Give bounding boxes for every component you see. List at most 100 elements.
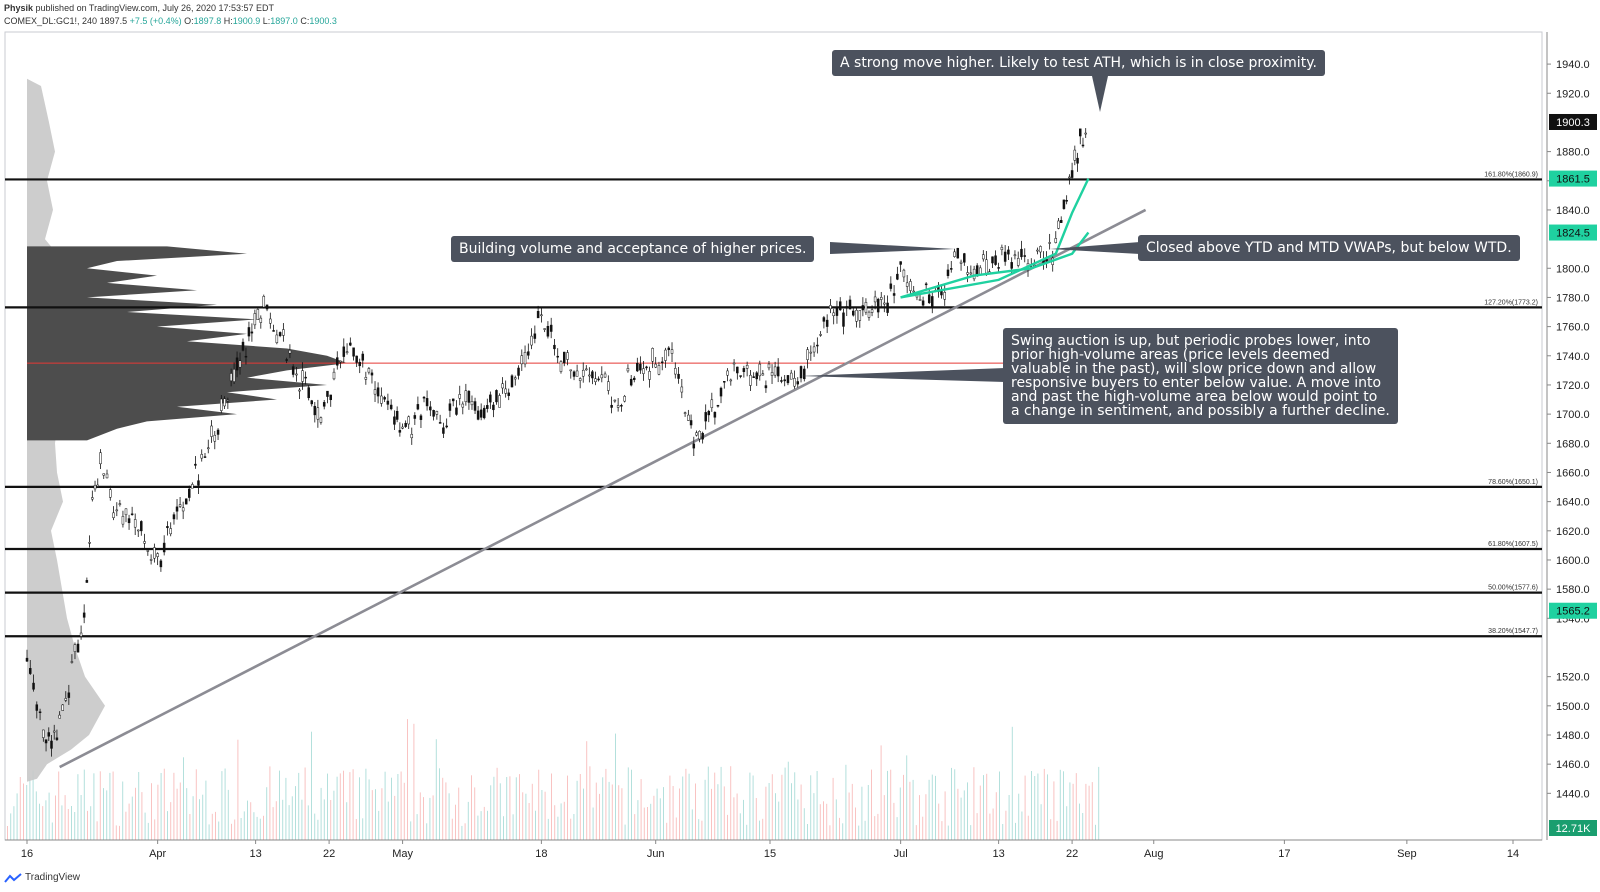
volume-bar [736, 793, 738, 840]
volume-bar [93, 773, 95, 840]
candle-body [867, 311, 871, 318]
volume-bar [503, 816, 504, 840]
volume-bar [480, 811, 482, 840]
candle-body [395, 410, 399, 420]
volume-bar [832, 777, 834, 840]
candle-body [664, 349, 667, 361]
volume-bar [928, 779, 930, 840]
candle-body [262, 296, 266, 308]
candle-body [838, 301, 842, 311]
candle-body [373, 389, 377, 395]
ohlc-low: 1897.0 [270, 16, 298, 26]
candle-body [645, 366, 648, 369]
volume-bar [416, 814, 418, 840]
volume-bar [759, 820, 760, 840]
y-tick-label: 1520.0 [1556, 672, 1590, 684]
candle-body [42, 729, 45, 738]
candle-body [698, 431, 701, 440]
volume-bar [986, 773, 988, 840]
volume-bar [563, 801, 565, 840]
volume-bar [496, 767, 498, 840]
volume-bar [29, 777, 31, 840]
candle-body [342, 346, 346, 357]
volume-bar [42, 806, 44, 840]
candle-body [530, 335, 533, 346]
candle-body [667, 347, 671, 351]
candle-body [82, 612, 86, 618]
y-tick-label: 1580.0 [1556, 584, 1590, 596]
candle-body [578, 378, 582, 381]
candle-body [670, 349, 674, 354]
y-tick-label: 1680.0 [1556, 438, 1590, 450]
volume-bar [1002, 824, 1004, 840]
candle-body [704, 412, 707, 422]
candle-body [1057, 220, 1060, 229]
volume-bar [983, 775, 984, 840]
footer-brand[interactable]: TradingView [4, 872, 80, 883]
y-tick-label: 1840.0 [1556, 205, 1590, 217]
volume-bar [205, 780, 207, 840]
candle-body [761, 373, 765, 376]
volume-bar [509, 776, 511, 840]
candle-body [889, 283, 893, 289]
candle-body [285, 359, 288, 361]
last-price-label [1549, 113, 1597, 130]
candle-body [467, 391, 471, 403]
volume-bar [215, 811, 216, 840]
candle-body [232, 369, 236, 382]
price-label-text: 1861.5 [1556, 174, 1590, 186]
volume-bar [813, 793, 815, 840]
volume-bar [531, 783, 533, 840]
volume-bar [807, 824, 808, 840]
volume-bar [477, 815, 479, 840]
volume-bar [183, 757, 184, 840]
candle-body [613, 399, 617, 402]
candle-body [786, 375, 790, 384]
candle-body [442, 427, 445, 434]
volume-bar [397, 774, 399, 840]
candle-body [864, 302, 868, 313]
candle-body [549, 324, 553, 332]
volume-bar [605, 768, 607, 840]
candle-body [873, 296, 877, 303]
profile-value-area [27, 246, 347, 441]
candle-body [389, 404, 393, 410]
volume-bar [1095, 824, 1096, 840]
candle-body [1003, 251, 1007, 262]
volume-bar [1098, 766, 1100, 840]
volume-bar [938, 803, 940, 840]
volume-bar [643, 807, 645, 840]
candle-body [413, 415, 417, 419]
candle-body [235, 357, 239, 371]
candle-body [32, 682, 35, 690]
volume-bar [429, 797, 431, 840]
volume-bar [787, 761, 789, 840]
volume-bar [586, 741, 588, 840]
x-tick-label: Aug [1144, 848, 1164, 860]
volume-bar [1005, 810, 1007, 840]
candle-body [404, 422, 407, 427]
candle-body [143, 541, 146, 544]
candle-body [581, 369, 585, 377]
y-tick-label: 1640.0 [1556, 497, 1590, 509]
x-tick-label: 22 [323, 848, 335, 860]
candle-body [855, 309, 858, 322]
volume-bar [211, 813, 213, 840]
volume-bar [992, 808, 994, 840]
fib-label: 78.60%(1650.1) [1488, 479, 1538, 486]
candle-body [585, 368, 588, 371]
volume-bar [141, 792, 143, 840]
candle-body [203, 456, 207, 458]
candle-body [367, 368, 371, 373]
candle-body [476, 410, 480, 420]
volume-bar [547, 818, 549, 840]
candle-body [1016, 258, 1020, 266]
volume-bar [487, 810, 488, 840]
volume-bar [909, 781, 911, 840]
volume-bar [1059, 769, 1061, 840]
candle-body [924, 283, 928, 286]
last-price: 1897.5 [99, 16, 128, 26]
candle-body [501, 383, 504, 389]
y-tick-label: 1600.0 [1556, 555, 1590, 567]
